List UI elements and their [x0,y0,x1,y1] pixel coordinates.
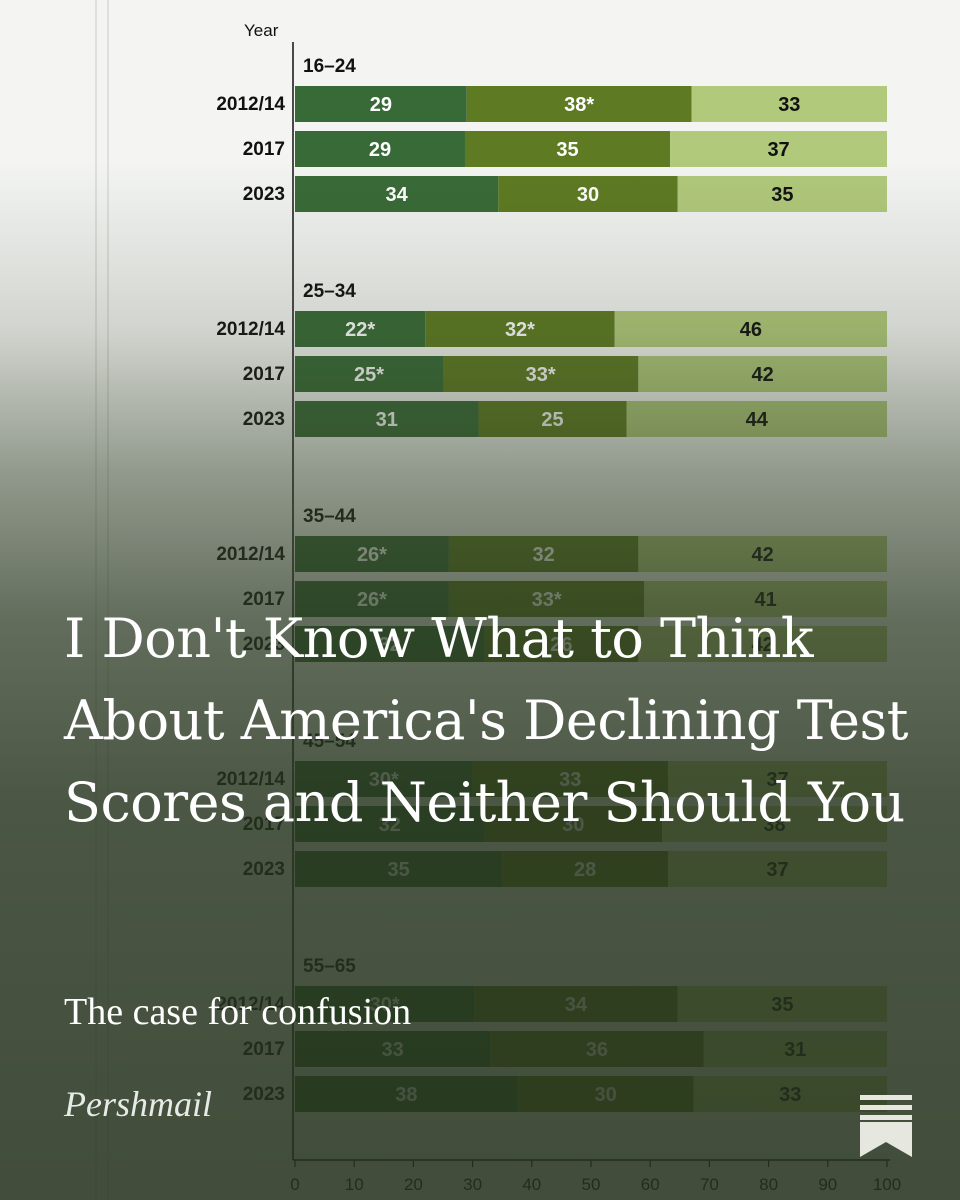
bar-value-label: 32 [533,544,555,566]
bookmark-logo-icon [860,1095,912,1157]
bar-value-label: 46 [740,319,762,341]
year-label: 2012/14 [216,94,285,115]
bar-value-label: 30 [577,184,599,206]
bar-value-label: 28 [574,859,596,881]
x-tick-label: 90 [818,1175,837,1194]
bar-value-label: 35 [771,184,793,206]
bar-value-label: 36 [586,1039,608,1061]
bar-value-label: 22* [345,319,375,341]
year-label: 2017 [243,364,285,385]
x-tick-label: 0 [290,1175,299,1194]
bar-value-label: 33* [526,364,556,386]
bar-value-label: 35 [771,994,793,1016]
bar-value-label: 44 [746,409,769,431]
bar-value-label: 26* [357,544,387,566]
bar-value-label: 33 [779,1084,801,1106]
bar-value-label: 33 [382,1039,404,1061]
bar-value-label: 34 [386,184,409,206]
bar-value-label: 42 [752,544,774,566]
bar-value-label: 31 [784,1039,806,1061]
bar-value-label: 31 [376,409,398,431]
year-label: 2023 [243,409,285,430]
year-label: 2023 [243,184,285,205]
bar-value-label: 25* [354,364,384,386]
age-group-label: 16–24 [303,56,356,77]
y-axis-label: Year [244,21,279,40]
year-label: 2012/14 [216,319,285,340]
year-label: 2017 [243,139,285,160]
year-label: 2012/14 [216,544,285,565]
bar-value-label: 32* [505,319,535,341]
bar-value-label: 29 [370,94,392,116]
bar-value-label: 35 [387,859,409,881]
bar-value-label: 37 [766,859,788,881]
bar-value-label: 35 [556,139,578,161]
bar-value-label: 42 [752,364,774,386]
age-group-label: 35–44 [303,506,356,527]
x-tick-label: 60 [641,1175,660,1194]
bar-value-label: 38* [564,94,594,116]
article-headline[interactable]: I Don't Know What to Think About America… [64,607,908,834]
bar-value-label: 33 [778,94,800,116]
article-title-block: I Don't Know What to Think About America… [64,598,924,844]
x-tick-label: 10 [345,1175,364,1194]
x-tick-label: 30 [463,1175,482,1194]
bar-value-label: 37 [767,139,789,161]
x-tick-label: 100 [873,1175,901,1194]
bar-value-label: 38 [395,1084,417,1106]
bar-value-label: 29 [369,139,391,161]
year-label: 2017 [243,1039,285,1060]
x-tick-label: 70 [700,1175,719,1194]
age-group-label: 55–65 [303,956,356,977]
bar-value-label: 30 [595,1084,617,1106]
bar-value-label: 25 [541,409,563,431]
x-tick-label: 20 [404,1175,423,1194]
author-name[interactable]: Pershmail [64,1084,212,1124]
x-tick-label: 40 [522,1175,541,1194]
age-group-label: 25–34 [303,281,356,302]
x-tick-label: 50 [582,1175,601,1194]
year-label: 2023 [243,1084,285,1105]
bar-value-label: 34 [565,994,588,1016]
year-label: 2023 [243,859,285,880]
article-subtitle: The case for confusion [64,991,412,1033]
x-tick-label: 80 [759,1175,778,1194]
